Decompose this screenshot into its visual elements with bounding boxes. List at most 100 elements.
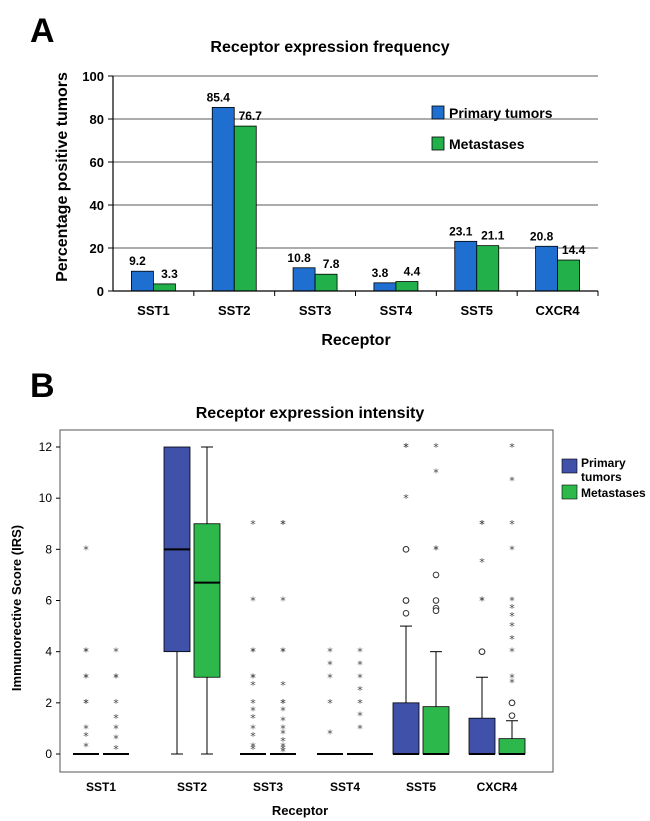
chart-b-xtick-label: SST4 <box>330 780 360 794</box>
outlier-point-primary <box>402 597 410 604</box>
data-label-metastases: 4.4 <box>404 265 421 279</box>
chart-b-xtick-label: SST1 <box>86 780 116 794</box>
extreme-point-primary: * <box>479 595 485 608</box>
extreme-point-primary: * <box>327 697 333 710</box>
chart-b-ylabel: Immunorective Score (IRS) <box>9 525 24 691</box>
extreme-point-primary: * <box>250 671 256 684</box>
chart-b-axes: 0 2 4 6 8 10 12 SST1 SST2 SST3 SST4 SST5 CXCR4 <box>39 440 518 794</box>
outlier-point-metastases <box>432 571 440 579</box>
extreme-point-primary: * <box>479 595 485 608</box>
legend-a-primary-swatch <box>431 105 445 120</box>
extreme-point-primary: * <box>479 518 485 531</box>
bar-metastases <box>395 281 419 292</box>
chart-a-ytick-label: 40 <box>90 198 104 213</box>
extreme-point-primary: * <box>250 740 256 753</box>
extreme-point-metastases: * <box>509 602 515 615</box>
extreme-point-metastases: * <box>357 684 363 697</box>
extreme-point-metastases: * <box>433 467 439 480</box>
bar-primary-tumors <box>292 267 316 292</box>
legend-a-primary-label: Primary tumors <box>449 105 553 121</box>
legend-b-primary-label-line1: Primary <box>581 456 626 470</box>
outlier-point-primary <box>402 546 410 553</box>
chart-b-xlabel: Receptor <box>272 803 328 818</box>
chart-a-title: Receptor expression frequency <box>210 39 449 56</box>
extreme-point-metastases: * <box>113 671 119 684</box>
extreme-point-primary: * <box>479 518 485 531</box>
chart-b-xtick-label: SST2 <box>177 780 207 794</box>
bar-primary-tumors <box>535 245 558 292</box>
data-label-metastases: 14.4 <box>562 243 586 257</box>
extreme-point-primary: * <box>250 697 256 710</box>
extreme-point-metastases: * <box>509 518 515 531</box>
chart-b-ytick-label: 4 <box>45 645 52 659</box>
extreme-point-primary: * <box>250 646 256 659</box>
chart-a-ytick-label: 80 <box>90 112 104 127</box>
extreme-point-metastases: * <box>509 671 515 684</box>
extreme-point-primary: * <box>83 543 89 556</box>
extreme-point-metastases: * <box>509 543 515 556</box>
extreme-point-metastases: * <box>509 595 515 608</box>
chart-b-ytick-label: 2 <box>45 696 52 710</box>
extreme-point-metastases: * <box>280 679 286 692</box>
bar-metastases <box>557 259 580 292</box>
bar-primary-tumors <box>131 270 154 292</box>
box-primary <box>468 717 496 755</box>
legend-b-metastases-label: Metastases <box>581 486 646 500</box>
chart-b-ytick-label: 10 <box>39 491 53 505</box>
extreme-point-primary: * <box>250 595 256 608</box>
extreme-point-metastases: * <box>113 697 119 710</box>
extreme-point-primary: * <box>403 441 409 454</box>
chart-a-xtick-label: SST3 <box>299 303 332 318</box>
chart-b-ytick-label: 8 <box>45 542 52 556</box>
outlier-point-metastases <box>508 712 516 719</box>
data-label-metastases: 21.1 <box>481 229 505 243</box>
extreme-point-primary: * <box>83 722 89 735</box>
extreme-point-metastases: * <box>280 646 286 659</box>
extreme-point-primary: * <box>479 556 485 569</box>
data-label-primary: 23.1 <box>449 224 473 238</box>
extreme-point-metastases: * <box>357 658 363 671</box>
box-metastases <box>422 706 450 755</box>
legend-a-metastases-label: Metastases <box>449 136 525 152</box>
chart-a-xtick-label: SST5 <box>460 303 493 318</box>
extreme-point-metastases: * <box>280 728 286 741</box>
chart-b-xtick-label: SST3 <box>253 780 283 794</box>
data-label-primary: 10.8 <box>287 251 311 265</box>
box-primary <box>392 702 420 755</box>
extreme-point-metastases: * <box>509 474 515 487</box>
extreme-point-metastases: * <box>113 671 119 684</box>
extreme-point-metastases: * <box>433 543 439 556</box>
extreme-point-primary: * <box>250 730 256 743</box>
legend-b-primary-swatch <box>561 458 578 474</box>
extreme-point-metastases: * <box>509 610 515 623</box>
extreme-point-metastases: * <box>357 646 363 659</box>
box-metastases <box>193 523 221 678</box>
extreme-point-metastases: * <box>113 712 119 725</box>
extreme-point-metastases: * <box>113 646 119 659</box>
chart-b-ytick-label: 6 <box>45 594 52 608</box>
data-label-metastases: 76.7 <box>239 109 263 123</box>
chart-a-xtick-label: SST2 <box>218 303 251 318</box>
chart-a-xtick-label: CXCR4 <box>536 303 581 318</box>
box-metastases <box>498 738 526 755</box>
extreme-point-primary: * <box>83 646 89 659</box>
extreme-point-metastases: * <box>280 595 286 608</box>
outlier-point-primary <box>402 609 410 617</box>
bar-primary-tumors <box>454 240 478 292</box>
extreme-point-primary: * <box>83 671 89 684</box>
chart-a-legend: Primary tumors Metastases <box>431 105 553 152</box>
chart-b-xtick-label: CXCR4 <box>477 780 518 794</box>
bar-primary-tumors <box>211 106 235 292</box>
extreme-point-primary: * <box>327 728 333 741</box>
data-label-primary: 85.4 <box>207 90 231 104</box>
bar-metastases <box>233 125 257 292</box>
extreme-point-primary: * <box>250 518 256 531</box>
extreme-point-primary: * <box>250 646 256 659</box>
extreme-point-metastases: * <box>280 722 286 735</box>
chart-b-legend: Primary tumors Metastases <box>561 456 646 500</box>
bar-metastases <box>153 283 176 292</box>
extreme-point-metastases: * <box>357 697 363 710</box>
extreme-point-primary: * <box>83 671 89 684</box>
data-label-metastases: 3.3 <box>161 267 178 281</box>
